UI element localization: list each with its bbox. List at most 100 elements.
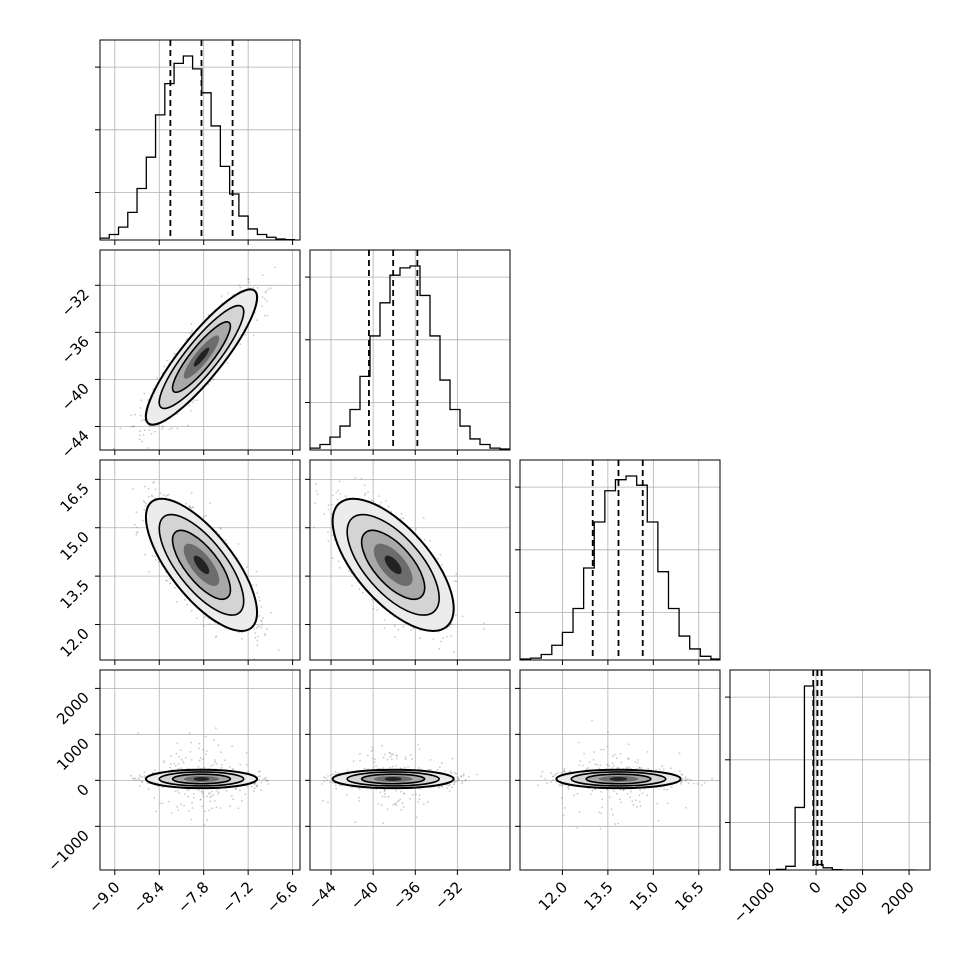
scatter-point-2-1-901 bbox=[323, 513, 326, 515]
scatter-point-2-0-1274 bbox=[135, 511, 138, 514]
scatter-point-2-1-1217 bbox=[337, 489, 339, 492]
scatter-point-2-0-784 bbox=[258, 615, 261, 617]
scatter-point-1-0-522 bbox=[187, 424, 190, 427]
scatter-point-2-0-214 bbox=[237, 543, 240, 545]
scatter-point-2-1-519 bbox=[354, 477, 357, 479]
scatter-point-2-0-756 bbox=[190, 507, 193, 510]
scatter-point-2-1-1128 bbox=[482, 622, 485, 624]
scatter-point-1-0-683 bbox=[132, 425, 135, 428]
scatter-point-2-0-750 bbox=[257, 635, 259, 638]
scatter-point-2-1-415 bbox=[360, 477, 363, 480]
panel-1-1 bbox=[305, 249, 511, 455]
scatter-point-2-0-1297 bbox=[151, 555, 154, 557]
scatter-point-2-0-1222 bbox=[270, 611, 272, 614]
scatter-point-1-0-1130 bbox=[170, 427, 173, 430]
scatter-point-2-0-1335 bbox=[143, 501, 146, 504]
scatter-point-2-0-1460 bbox=[224, 539, 227, 541]
frame-0-0 bbox=[99, 39, 301, 241]
scatter-point-2-1-536 bbox=[377, 495, 380, 498]
scatter-point-2-1-705 bbox=[331, 557, 334, 559]
scatter-point-2-0-1247 bbox=[165, 579, 168, 582]
scatter-point-2-0-311 bbox=[154, 456, 156, 458]
scatter-point-1-0-18 bbox=[193, 399, 196, 402]
scatter-point-1-0-1373 bbox=[166, 359, 168, 362]
scatter-point-1-0-872 bbox=[151, 388, 154, 391]
frame-2-0 bbox=[99, 459, 301, 661]
scatter-point-1-0-1418 bbox=[138, 438, 141, 441]
scatter-point-1-0-1479 bbox=[141, 440, 143, 443]
scatter-point-1-0-244 bbox=[133, 425, 135, 428]
scatter-point-2-0-999 bbox=[219, 527, 222, 530]
frame-1-1 bbox=[309, 249, 511, 451]
scatter-point-2-1-1127 bbox=[338, 566, 341, 569]
scatter-point-1-0-1759 bbox=[161, 428, 163, 430]
scatter-point-1-0-708 bbox=[142, 434, 145, 436]
scatter-point-1-0-1283 bbox=[140, 419, 143, 422]
scatter-point-1-0-1437 bbox=[244, 333, 247, 336]
scatter-point-2-0-157 bbox=[262, 617, 264, 619]
scatter-point-2-0-1763 bbox=[260, 605, 263, 608]
scatter-point-2-0-1612 bbox=[260, 619, 263, 622]
scatter-point-2-1-778 bbox=[442, 637, 444, 640]
scatter-point-1-0-718 bbox=[139, 407, 142, 409]
scatter-point-1-0-1223 bbox=[227, 292, 230, 295]
frame-2-2 bbox=[519, 459, 721, 661]
scatter-point-1-0-1096 bbox=[150, 433, 153, 435]
scatter-point-2-0-1188 bbox=[136, 531, 139, 533]
scatter-point-2-0-1084 bbox=[191, 506, 194, 508]
scatter-point-1-0-922 bbox=[239, 286, 242, 289]
histogram-1 bbox=[310, 265, 510, 450]
scatter-point-2-0-387 bbox=[258, 599, 261, 602]
histogram-2 bbox=[520, 475, 720, 660]
scatter-point-2-0-61 bbox=[256, 592, 258, 594]
scatter-point-1-0-196 bbox=[264, 314, 266, 317]
scatter-point-1-0-465 bbox=[134, 413, 136, 416]
scatter-point-2-0-243 bbox=[153, 555, 156, 558]
scatter-point-2-0-1701 bbox=[155, 559, 157, 561]
scatter-point-2-1-590 bbox=[419, 637, 421, 639]
scatter-point-2-1-1144 bbox=[450, 623, 453, 625]
scatter-point-1-0-444 bbox=[147, 447, 150, 449]
scatter-point-2-1-150 bbox=[437, 557, 439, 560]
scatter-point-1-0-418 bbox=[138, 434, 141, 437]
scatter-point-1-0-1069 bbox=[135, 451, 137, 453]
scatter-point-2-0-1441 bbox=[260, 673, 262, 675]
scatter-point-2-0-1507 bbox=[148, 570, 151, 573]
scatter-point-2-1-675 bbox=[331, 503, 333, 506]
scatter-point-1-0-1010 bbox=[163, 365, 166, 368]
scatter-point-2-1-989 bbox=[372, 607, 374, 610]
scatter-point-2-1-703 bbox=[402, 625, 405, 628]
scatter-point-2-0-145 bbox=[165, 579, 168, 582]
scatter-point-1-0-72 bbox=[185, 338, 188, 340]
scatter-point-2-0-1279 bbox=[246, 566, 248, 568]
scatter-point-2-1-1214 bbox=[422, 517, 425, 519]
scatter-point-2-0-1248 bbox=[275, 661, 277, 663]
panel-content-2-1 bbox=[312, 477, 486, 653]
scatter-point-2-1-104 bbox=[336, 498, 339, 501]
scatter-point-2-0-1031 bbox=[185, 502, 188, 505]
scatter-point-2-0-1540 bbox=[136, 526, 139, 529]
scatter-point-1-0-122 bbox=[147, 399, 149, 401]
scatter-point-1-0-1761 bbox=[156, 377, 159, 380]
scatter-point-2-0-555 bbox=[154, 488, 157, 491]
scatter-point-2-0-1676 bbox=[254, 632, 256, 634]
scatter-point-1-0-1002 bbox=[189, 410, 192, 412]
scatter-point-2-1-1031 bbox=[461, 615, 464, 618]
scatter-point-2-0-480 bbox=[209, 502, 211, 504]
scatter-point-2-0-884 bbox=[166, 494, 169, 497]
frame-1-0 bbox=[99, 249, 301, 451]
scatter-point-2-0-1263 bbox=[255, 570, 258, 573]
scatter-point-2-0-1359 bbox=[219, 527, 222, 529]
scatter-point-2-0-776 bbox=[258, 596, 260, 599]
scatter-point-1-0-919 bbox=[148, 429, 151, 432]
scatter-point-2-1-468 bbox=[453, 580, 456, 583]
scatter-point-1-0-1273 bbox=[142, 418, 145, 421]
scatter-point-2-1-906 bbox=[339, 493, 342, 495]
scatter-point-1-0-1206 bbox=[263, 298, 266, 300]
scatter-point-2-0-552 bbox=[256, 644, 259, 647]
scatter-point-2-1-1005 bbox=[438, 647, 441, 650]
scatter-point-2-0-1020 bbox=[192, 506, 195, 509]
scatter-point-2-0-108 bbox=[167, 493, 170, 496]
scatter-point-1-0-1574 bbox=[140, 399, 143, 401]
scatter-point-2-1-372 bbox=[432, 638, 435, 640]
